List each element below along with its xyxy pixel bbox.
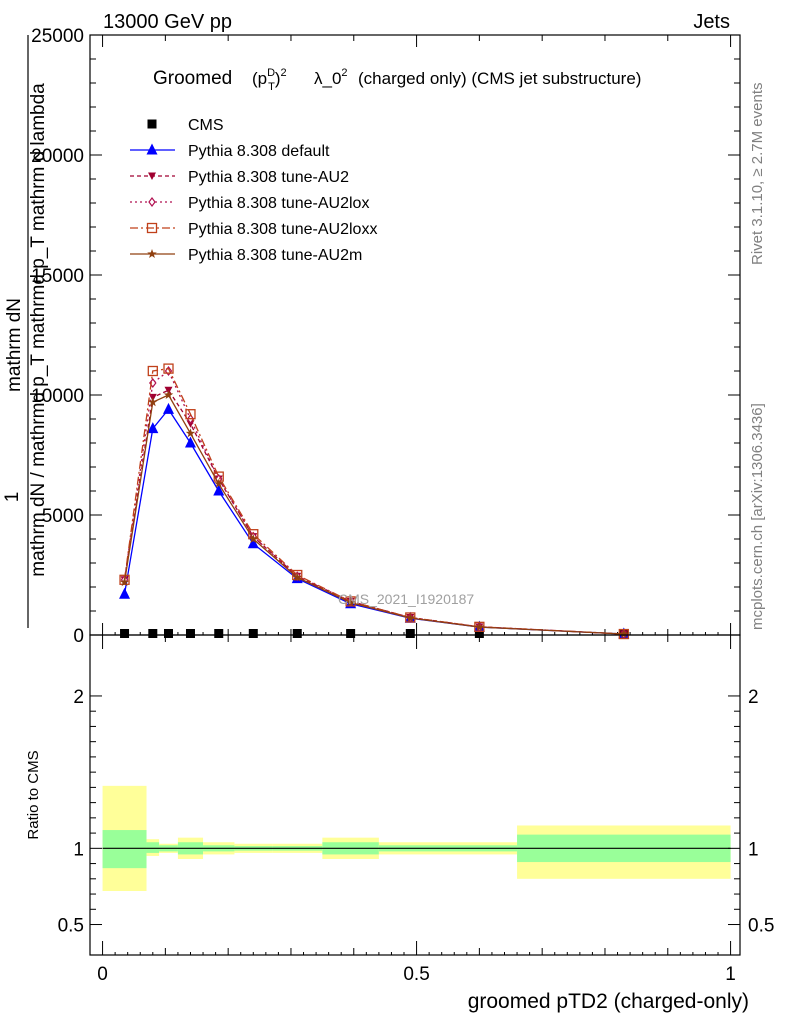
point-au2loxx-0 <box>119 574 130 585</box>
ratio-ytick-label-1: 1 <box>73 839 84 860</box>
x-axis-label: groomed pTD2 (charged-only) <box>468 990 749 1013</box>
x-tick-label-2: 1 <box>725 964 736 985</box>
point-au2m-4 <box>214 478 224 488</box>
point-au2loxx-3 <box>185 409 196 420</box>
ratio-inner-band-1 <box>146 842 160 853</box>
main-ytick-label-1: 5000 <box>42 506 84 527</box>
point-default-2 <box>163 402 175 414</box>
main-panel: 0 5000 10000 15000 20000 25000 <box>31 26 741 647</box>
x-tick-label-0: 0 <box>97 964 108 985</box>
legend-marker-cms <box>147 119 157 129</box>
legend-label-au2lox: Pythia 8.308 tune-AU2lox <box>188 195 369 212</box>
ratio-ytick-label-2: 2 <box>73 687 84 708</box>
title-ptd: (pD T)2 <box>252 67 287 93</box>
ratio-ytick-label-right-2: 2 <box>748 687 759 708</box>
point-au2m-7 <box>345 597 356 607</box>
point-au2m-5 <box>248 534 258 543</box>
legend: CMS Pythia 8.308 default Pythia 8.308 tune… <box>130 117 377 264</box>
point-cms-0 <box>120 629 130 638</box>
mcplots-label: mcplots.cern.ch [arXiv:1306.3436] <box>749 403 766 630</box>
ratio-ytick-label-0: 0.5 <box>58 916 84 937</box>
legend-marker-au2 <box>148 172 156 180</box>
legend-marker-au2lox <box>148 197 156 207</box>
point-au2m-3 <box>185 428 196 438</box>
legend-marker-default <box>146 143 158 155</box>
point-au2m-1 <box>148 397 158 407</box>
point-cms-7 <box>346 629 356 638</box>
ratio-ytick-label-right-1: 1 <box>748 839 759 860</box>
point-cms-2 <box>164 629 174 638</box>
ratio-ylabel: Ratio to CMS <box>25 750 42 839</box>
point-au2loxx-2 <box>163 363 174 374</box>
header-left: 13000 GeV pp <box>103 11 232 33</box>
title-rest: (charged only) (CMS jet substructure) <box>358 69 641 88</box>
point-au2m-8 <box>405 613 415 622</box>
ylabel-denominator: mathrm dN / mathrmd p_T mathrmd p_T math… <box>28 83 49 577</box>
ratio-ytick-label-right-0: 0.5 <box>748 916 774 937</box>
point-au2m-10 <box>619 629 629 639</box>
point-default-0 <box>119 587 131 599</box>
ratio-frame <box>89 634 741 956</box>
main-ytick-label-3: 15000 <box>31 266 84 287</box>
point-au2m-6 <box>292 572 302 582</box>
legend-label-au2m: Pythia 8.308 tune-AU2m <box>188 247 362 264</box>
legend-label-cms: CMS <box>188 117 224 134</box>
point-default-1 <box>147 422 159 434</box>
ratio-panel: 0.5 0.5 1 1 2 2 0 0.5 1 <box>58 634 774 985</box>
point-cms-3 <box>185 629 195 638</box>
point-default-5 <box>247 537 259 549</box>
rivet-label: Rivet 3.1.10, ≥ 2.7M events <box>749 83 766 266</box>
main-ylabel: 1 mathrm dN mathrm dN / mathrmd p_T math… <box>2 35 49 628</box>
point-cms-6 <box>292 629 302 638</box>
legend-marker-au2loxx <box>146 222 158 234</box>
ylabel-numerator: mathrm dN <box>4 298 25 392</box>
point-au2m-0 <box>119 577 130 587</box>
plot-title: Groomed (pD T)2 λ_02 (charged only) (CMS … <box>153 67 641 93</box>
header-right: Jets <box>693 11 730 33</box>
main-ytick-label-2: 10000 <box>31 386 84 407</box>
point-au2loxx-1 <box>147 365 158 377</box>
point-default-3 <box>184 436 196 448</box>
title-suffix: λ_02 <box>314 67 348 88</box>
legend-label-au2loxx: Pythia 8.308 tune-AU2loxx <box>188 221 377 238</box>
point-au2m-2 <box>163 390 174 399</box>
point-au2loxx-6 <box>292 569 303 581</box>
main-ytick-label-4: 20000 <box>31 146 84 167</box>
legend-label-au2: Pythia 8.308 tune-AU2 <box>188 169 349 186</box>
point-cms-1 <box>148 629 158 638</box>
point-au2loxx-7 <box>345 596 356 607</box>
x-tick-label-1: 0.5 <box>403 964 429 985</box>
title-prefix: Groomed <box>153 68 232 89</box>
point-default-4 <box>213 484 225 496</box>
ratio-inner-band-0 <box>102 830 147 869</box>
main-ytick-label-5: 25000 <box>31 26 84 47</box>
point-cms-8 <box>405 629 415 638</box>
point-cms-9 <box>474 629 484 638</box>
main-ytick-label-0: 0 <box>73 626 84 647</box>
point-au2m-9 <box>474 622 485 632</box>
watermark: CMS_2021_I1920187 <box>338 591 474 607</box>
point-cms-4 <box>214 629 224 638</box>
legend-label-default: Pythia 8.308 default <box>188 143 330 160</box>
series-line-au2lox <box>123 369 624 635</box>
legend-marker-au2m <box>147 249 157 258</box>
point-cms-5 <box>248 629 258 638</box>
ylabel-one: 1 <box>2 492 23 503</box>
